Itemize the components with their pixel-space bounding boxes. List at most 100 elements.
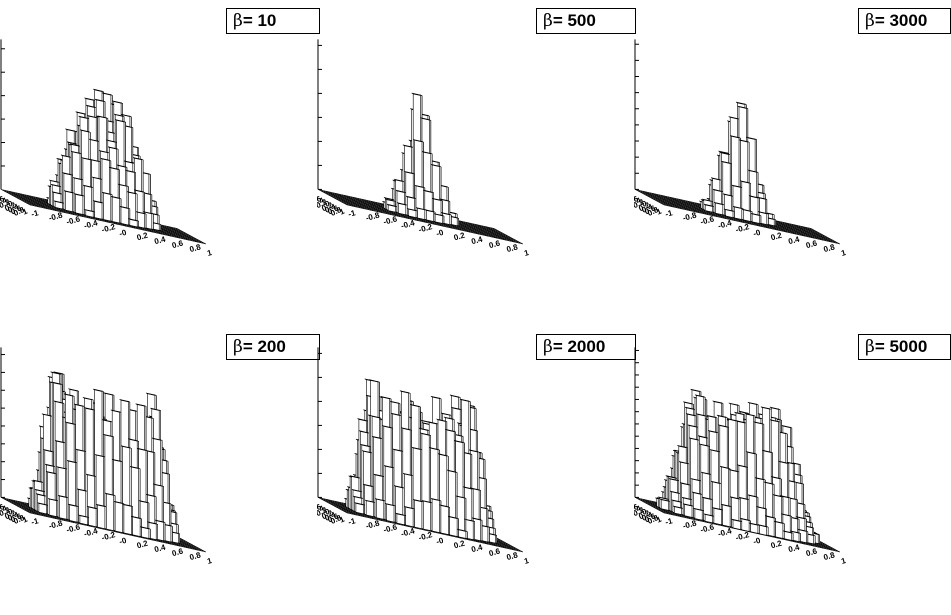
bar bbox=[407, 208, 418, 219]
x-tick-label: -0.8 bbox=[48, 518, 64, 530]
bar bbox=[659, 498, 671, 512]
x-tick-label: 0.4 bbox=[787, 543, 801, 555]
y-tick-label: 0.8 bbox=[646, 513, 660, 526]
y-tick-label: 0.2 bbox=[3, 508, 17, 521]
plot-title: β = 10 bbox=[226, 8, 320, 34]
x-tick-label: 0.2 bbox=[770, 539, 784, 551]
y-tick-label: 1 bbox=[338, 206, 346, 216]
x-tick-label: 0.6 bbox=[805, 238, 819, 250]
y-tick-label: -0.8 bbox=[0, 192, 3, 206]
y-tick-label: 0.6 bbox=[9, 511, 23, 524]
bar bbox=[683, 503, 694, 519]
bar-side bbox=[766, 525, 769, 537]
bar bbox=[131, 515, 142, 538]
x-tick-label: 0.2 bbox=[453, 231, 467, 243]
y-tick-label: 0 bbox=[7, 507, 15, 517]
bar-side bbox=[139, 517, 142, 538]
y-tick-label: -0.6 bbox=[0, 194, 6, 208]
bar bbox=[93, 200, 104, 220]
x-tick-label: 0.8 bbox=[823, 242, 837, 254]
y-tick-label: -0.4 bbox=[317, 504, 326, 518]
bar bbox=[101, 191, 113, 222]
x-tick-label: 0.2 bbox=[770, 231, 784, 243]
bar bbox=[456, 528, 468, 540]
bar-side bbox=[465, 530, 468, 540]
grid-line bbox=[29, 512, 207, 553]
bar-side bbox=[806, 530, 809, 544]
bar bbox=[721, 503, 732, 528]
y-tick-label: 0.8 bbox=[329, 205, 343, 218]
y-tick-label: 0.2 bbox=[320, 508, 334, 521]
bar-side bbox=[495, 534, 497, 544]
bar-side bbox=[151, 212, 154, 231]
bars bbox=[46, 88, 161, 232]
y-tick-label: 0.6 bbox=[643, 511, 657, 524]
x-tick-label: -0 bbox=[435, 228, 445, 239]
bar-side bbox=[773, 218, 776, 227]
plot-title: β = 200 bbox=[226, 334, 320, 360]
x-tick-label: 0.6 bbox=[488, 546, 502, 558]
y-tick-label: -0.2 bbox=[634, 197, 646, 211]
y-tick-label: 0.2 bbox=[3, 200, 17, 213]
y-tick-label: 0.8 bbox=[646, 205, 660, 218]
bar bbox=[73, 193, 85, 216]
bar bbox=[78, 514, 89, 526]
bars bbox=[27, 371, 180, 544]
bar-side bbox=[456, 217, 459, 227]
bar bbox=[741, 208, 753, 223]
y-tick-label: 1 bbox=[655, 206, 663, 216]
bar bbox=[364, 499, 376, 518]
grid-line bbox=[346, 512, 524, 553]
y-tick-label: -0.6 bbox=[0, 502, 6, 516]
lego-plot-beta-3000: 0100200300400500600700800900-1-0.8-0.6-0… bbox=[634, 0, 951, 307]
y-tick-label: -0.6 bbox=[634, 502, 640, 516]
x-tick-label: 1 bbox=[206, 556, 213, 566]
x-tick-label: -0 bbox=[435, 536, 445, 547]
grid-line bbox=[661, 203, 838, 243]
x-tick-label: -1 bbox=[347, 516, 357, 527]
y-tick-label: 1 bbox=[21, 514, 29, 524]
bar-side bbox=[178, 532, 180, 544]
bar bbox=[790, 530, 801, 543]
grid-line bbox=[658, 201, 835, 242]
y-tick-label: -0.8 bbox=[317, 500, 320, 514]
x-tick-label: -0 bbox=[118, 228, 128, 239]
y-tick-label: -0.4 bbox=[634, 196, 643, 210]
lego-plot-beta-5000: 020406080100120140160180200220240-1-0.8-… bbox=[634, 308, 951, 615]
bars bbox=[655, 388, 820, 545]
bar bbox=[415, 207, 427, 221]
bar-side bbox=[813, 534, 816, 545]
x-tick-label: -1 bbox=[347, 208, 357, 219]
bars bbox=[382, 92, 459, 227]
y-tick-label: 0 bbox=[641, 507, 649, 517]
x-tick-label: -0.6 bbox=[65, 522, 81, 534]
y-tick-label: 0.8 bbox=[12, 513, 26, 526]
y-tick-label: 0.8 bbox=[12, 205, 26, 218]
y-tick-label: -0.8 bbox=[317, 192, 320, 206]
y-tick-label: -0.8 bbox=[634, 192, 637, 206]
x-tick-label: -1 bbox=[664, 516, 674, 527]
x-tick-label: -0.2 bbox=[418, 530, 434, 542]
bar-side bbox=[791, 532, 794, 542]
x-tick-label: 0.4 bbox=[153, 235, 167, 247]
bar bbox=[433, 213, 445, 225]
x-tick-label: -0.6 bbox=[382, 214, 398, 226]
plot-body: 020040060080010001200-1-0.8-0.6-0.4-0.2-… bbox=[317, 39, 530, 258]
bar bbox=[154, 519, 166, 542]
x-tick-label: 1 bbox=[523, 556, 530, 566]
x-tick-label: -0.2 bbox=[735, 530, 751, 542]
bar-side bbox=[131, 505, 133, 536]
bar-side bbox=[163, 521, 166, 542]
bar bbox=[693, 507, 704, 521]
grid-line bbox=[339, 200, 516, 241]
grid-line bbox=[663, 204, 841, 245]
x-tick-label: 1 bbox=[840, 248, 847, 258]
y-tick-label: -0.2 bbox=[317, 197, 329, 211]
bar-side bbox=[148, 527, 151, 540]
x-tick-label: -0.2 bbox=[418, 222, 434, 234]
x-tick-label: -0 bbox=[752, 228, 762, 239]
grid-line bbox=[342, 202, 519, 242]
x-tick-label: -0.8 bbox=[682, 210, 698, 222]
plot-title: β = 5000 bbox=[858, 334, 951, 360]
y-tick-label: 0.6 bbox=[326, 511, 340, 524]
